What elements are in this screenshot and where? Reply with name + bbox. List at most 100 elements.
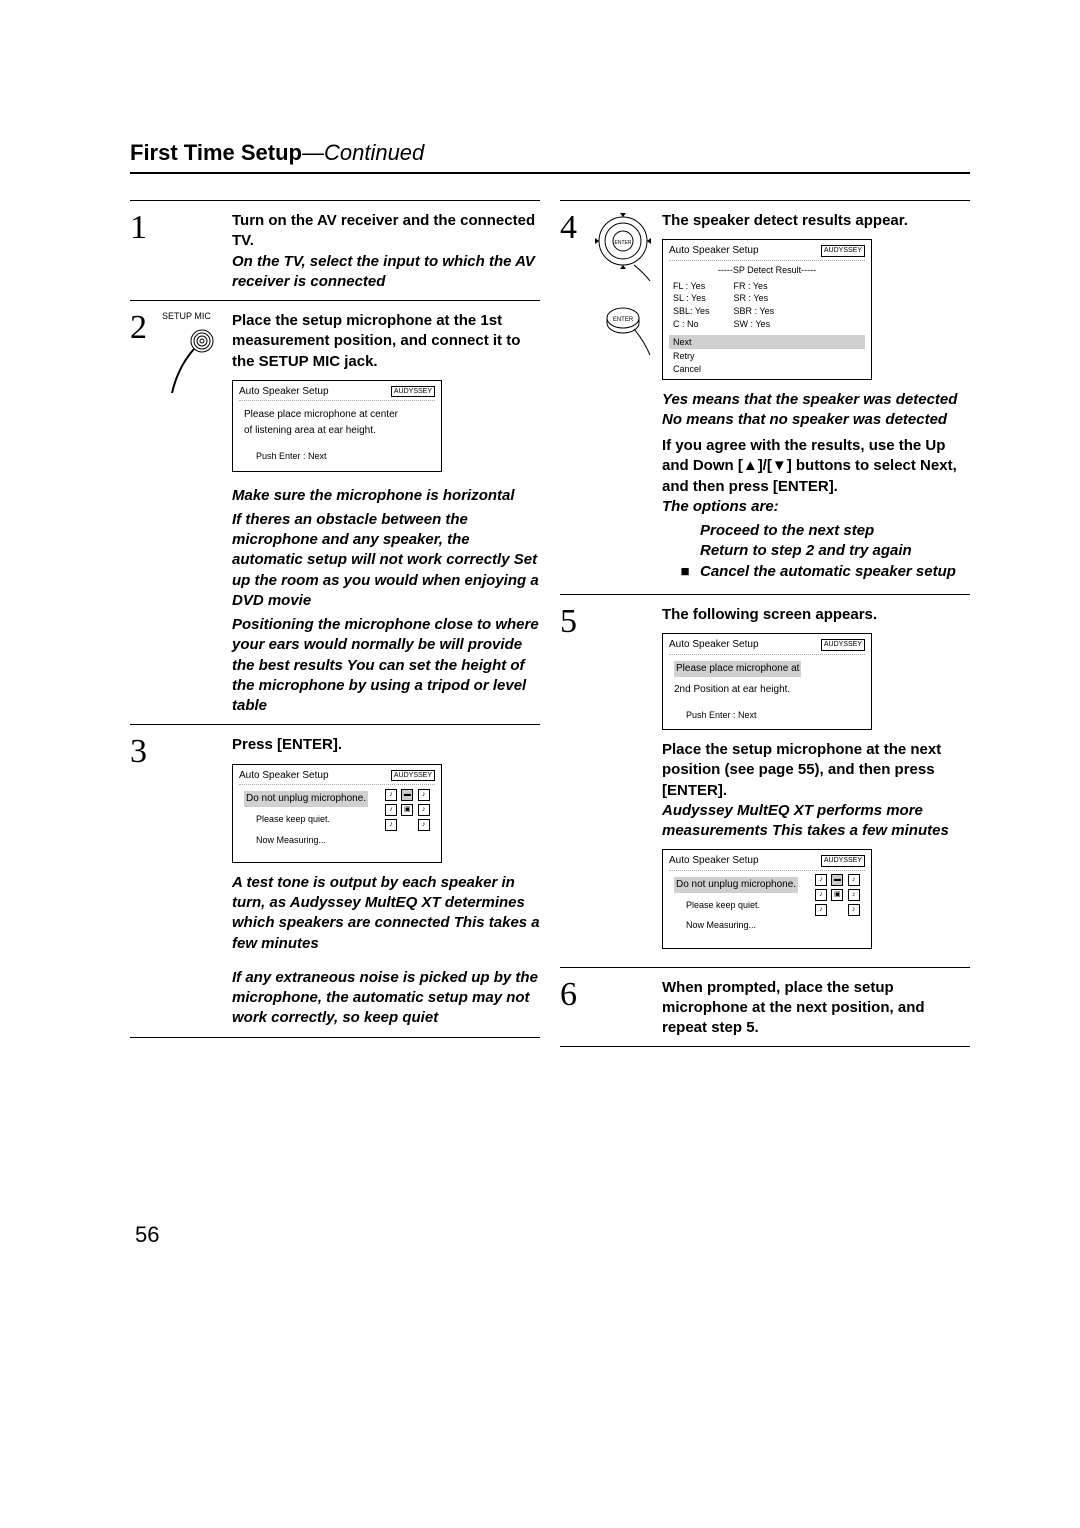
option-item: Return to step 2 and try again <box>680 541 970 561</box>
osd-screen-2nd-position: Auto Speaker Setup AUDYSSEY Please place… <box>662 633 872 730</box>
osd-title: Auto Speaker Setup <box>669 638 759 652</box>
sp-left-col: FL : Yes SL : Yes SBL: Yes C : No <box>673 280 710 330</box>
osd-screen-mic-center: Auto Speaker Setup AUDYSSEY Please place… <box>232 380 442 472</box>
osd-header: Auto Speaker Setup AUDYSSEY <box>669 244 865 261</box>
step-number: 1 <box>130 211 154 292</box>
option-text: Return to step 2 and try again <box>700 541 912 561</box>
osd-title: Auto Speaker Setup <box>239 769 329 783</box>
divider <box>130 1037 540 1038</box>
step4-bold2b: ]/[ <box>758 457 772 474</box>
audyssey-badge: AUDYSSEY <box>821 245 865 256</box>
step-body: When prompted, place the setup microphon… <box>662 978 970 1039</box>
osd-title: Auto Speaker Setup <box>669 854 759 868</box>
step-body: Press [ENTER]. Auto Speaker Setup AUDYSS… <box>232 735 540 1028</box>
osd-header: Auto Speaker Setup AUDYSSEY <box>669 638 865 655</box>
step4-bold2: If you agree with the results, use the U… <box>662 436 970 497</box>
step-number: 6 <box>560 978 584 1039</box>
step2-note2: If theres an obstacle between the microp… <box>232 510 540 611</box>
sp-row: SL : Yes <box>673 292 710 305</box>
divider <box>130 200 540 201</box>
right-column: 4 ENTER ENTER <box>560 194 970 1053</box>
sp-row: FL : Yes <box>673 280 710 293</box>
osd-screen-measuring: Auto Speaker Setup AUDYSSEY Do not unplu… <box>232 764 442 863</box>
osd-header: Auto Speaker Setup AUDYSSEY <box>239 385 435 402</box>
step3-bold: Press [ENTER]. <box>232 736 342 753</box>
dial-icon: ENTER <box>592 211 654 281</box>
step-number: 4 <box>560 211 584 586</box>
sp-row: SBL: Yes <box>673 305 710 318</box>
svg-text:ENTER: ENTER <box>613 317 634 323</box>
step-4: 4 ENTER ENTER <box>560 207 970 586</box>
step4-options-label: The options are: <box>662 497 970 517</box>
option-item: Proceed to the next step <box>680 521 970 541</box>
osd-line: of listening area at ear height. <box>244 423 430 439</box>
sp-row: SR : Yes <box>734 292 775 305</box>
microphone-icon <box>162 327 224 397</box>
osd-header: Auto Speaker Setup AUDYSSEY <box>669 854 865 871</box>
osd-menu-item: Next <box>669 335 865 349</box>
setup-mic-label: SETUP MIC <box>162 311 224 321</box>
sp-row: SBR : Yes <box>734 305 775 318</box>
step5-bold: The following screen appears. <box>662 606 877 623</box>
audyssey-badge: AUDYSSEY <box>821 855 865 866</box>
step-icon-col <box>162 211 224 292</box>
step-number: 3 <box>130 735 154 1028</box>
title-continued: —Continued <box>302 140 424 165</box>
options-list: Proceed to the next step Return to step … <box>680 521 970 582</box>
step3-note2: If any extraneous noise is picked up by … <box>232 968 540 1029</box>
sp-results-grid: FL : Yes SL : Yes SBL: Yes C : No FR : Y… <box>669 278 865 332</box>
step-body: The following screen appears. Auto Speak… <box>662 605 970 959</box>
audyssey-badge: AUDYSSEY <box>391 386 435 397</box>
step-icon-col <box>592 978 654 1039</box>
osd-menu: Next Retry Cancel <box>669 335 865 374</box>
step-1: 1 Turn on the AV receiver and the connec… <box>130 207 540 292</box>
step5-note1: Audyssey MultEQ XT performs more measure… <box>662 801 970 842</box>
step1-bold: Turn on the AV receiver and the connecte… <box>232 212 535 249</box>
osd-line: 2nd Position at ear height. <box>674 682 860 698</box>
title-underline <box>130 172 970 174</box>
divider <box>560 594 970 595</box>
step-icon-col: ENTER ENTER <box>592 211 654 586</box>
osd-menu-item: Retry <box>669 350 865 362</box>
sp-row: SW : Yes <box>734 318 775 331</box>
step-body: Place the setup microphone at the 1st me… <box>232 311 540 716</box>
step4-note1: Yes means that the speaker was detected … <box>662 390 970 431</box>
osd-body: Please place microphone at center of lis… <box>239 404 435 466</box>
page-number: 56 <box>135 1222 159 1248</box>
osd-header: Auto Speaker Setup AUDYSSEY <box>239 769 435 786</box>
osd-line: Push Enter : Next <box>244 449 430 463</box>
step-icon-col <box>162 735 224 1028</box>
sp-right-col: FR : Yes SR : Yes SBR : Yes SW : Yes <box>734 280 775 330</box>
osd-title: Auto Speaker Setup <box>239 385 329 399</box>
sp-row: FR : Yes <box>734 280 775 293</box>
divider <box>130 724 540 725</box>
step-body: The speaker detect results appear. Auto … <box>662 211 970 586</box>
step2-note3: Positioning the microphone close to wher… <box>232 615 540 716</box>
step-icon-col <box>592 605 654 959</box>
option-text: Cancel the automatic speaker setup <box>700 562 956 582</box>
step1-italic: On the TV, select the input to which the… <box>232 253 535 290</box>
speaker-layout-icon: ♪▬♪ ♪▣♪ ♪♪ <box>815 874 861 916</box>
divider <box>560 200 970 201</box>
speaker-layout-icon: ♪▬♪ ♪▣♪ ♪♪ <box>385 789 431 831</box>
option-item: ■ Cancel the automatic speaker setup <box>680 562 970 582</box>
osd-screen-measuring-2: Auto Speaker Setup AUDYSSEY Do not unplu… <box>662 849 872 948</box>
audyssey-badge: AUDYSSEY <box>821 639 865 650</box>
osd-line: Now Measuring... <box>674 918 860 932</box>
page-header: First Time Setup—Continued <box>130 140 970 174</box>
divider <box>560 1046 970 1047</box>
content-columns: 1 Turn on the AV receiver and the connec… <box>130 194 970 1053</box>
step3-note1: A test tone is output by each speaker in… <box>232 873 540 954</box>
step-3: 3 Press [ENTER]. Auto Speaker Setup AUDY… <box>130 731 540 1028</box>
sp-detect-header: -----SP Detect Result----- <box>669 264 865 276</box>
osd-line: Do not unplug microphone. <box>244 791 368 807</box>
osd-menu-item: Cancel <box>669 363 865 375</box>
sp-row: C : No <box>673 318 710 331</box>
option-marker: ■ <box>680 562 690 582</box>
step-body: Turn on the AV receiver and the connecte… <box>232 211 540 292</box>
osd-title: Auto Speaker Setup <box>669 244 759 258</box>
step5-bold2: Place the setup microphone at the next p… <box>662 740 970 801</box>
step2-note1: Make sure the microphone is horizontal <box>232 486 540 506</box>
step-icon-col: SETUP MIC <box>162 311 224 716</box>
enter-button-icon: ENTER <box>592 293 654 363</box>
